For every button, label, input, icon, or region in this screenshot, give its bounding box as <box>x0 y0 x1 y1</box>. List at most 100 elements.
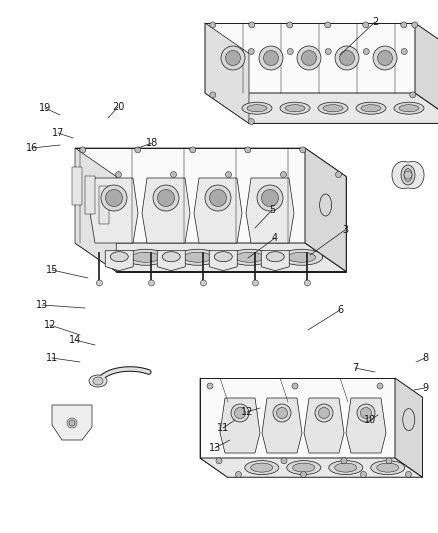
Polygon shape <box>415 23 438 124</box>
Polygon shape <box>90 178 138 243</box>
Circle shape <box>135 147 141 153</box>
Polygon shape <box>200 378 227 477</box>
Text: 5: 5 <box>269 205 275 215</box>
Text: 12: 12 <box>44 320 56 330</box>
Ellipse shape <box>335 46 359 70</box>
Ellipse shape <box>280 102 310 114</box>
Ellipse shape <box>378 51 392 66</box>
Circle shape <box>304 280 311 286</box>
Ellipse shape <box>371 461 405 474</box>
Circle shape <box>325 49 331 54</box>
Polygon shape <box>157 251 185 271</box>
Ellipse shape <box>335 463 357 472</box>
Circle shape <box>377 383 383 389</box>
Ellipse shape <box>276 408 287 418</box>
Ellipse shape <box>293 463 315 472</box>
Text: 12: 12 <box>241 407 253 417</box>
Text: 3: 3 <box>342 225 348 235</box>
Polygon shape <box>194 178 242 243</box>
Ellipse shape <box>226 51 240 66</box>
Ellipse shape <box>132 252 159 262</box>
Ellipse shape <box>377 463 399 472</box>
Ellipse shape <box>356 102 386 114</box>
Text: 16: 16 <box>26 143 38 153</box>
Ellipse shape <box>394 102 424 114</box>
Circle shape <box>410 92 416 98</box>
Ellipse shape <box>231 404 249 422</box>
Polygon shape <box>392 161 424 189</box>
Polygon shape <box>262 398 302 453</box>
Ellipse shape <box>361 104 381 112</box>
Ellipse shape <box>287 461 321 474</box>
Circle shape <box>116 172 121 177</box>
Polygon shape <box>71 167 81 205</box>
Circle shape <box>406 472 411 478</box>
Circle shape <box>287 49 293 54</box>
Text: 14: 14 <box>69 335 81 345</box>
Circle shape <box>300 147 306 153</box>
Polygon shape <box>220 398 260 453</box>
Ellipse shape <box>242 102 272 114</box>
Ellipse shape <box>318 408 329 418</box>
Text: 15: 15 <box>46 265 58 275</box>
Polygon shape <box>75 243 346 271</box>
Ellipse shape <box>245 461 279 474</box>
Polygon shape <box>200 458 423 477</box>
Text: 8: 8 <box>422 353 428 363</box>
Text: 7: 7 <box>352 363 358 373</box>
Ellipse shape <box>404 168 412 182</box>
Circle shape <box>248 49 254 54</box>
Ellipse shape <box>399 104 419 112</box>
Ellipse shape <box>329 461 363 474</box>
Polygon shape <box>395 378 423 477</box>
Circle shape <box>236 472 241 478</box>
Circle shape <box>336 172 342 177</box>
Circle shape <box>363 49 369 54</box>
Circle shape <box>325 22 331 28</box>
Text: 10: 10 <box>364 415 376 425</box>
Ellipse shape <box>339 51 354 66</box>
Ellipse shape <box>318 102 348 114</box>
Ellipse shape <box>236 252 264 262</box>
Ellipse shape <box>257 185 283 211</box>
Ellipse shape <box>229 249 271 265</box>
Ellipse shape <box>403 409 415 431</box>
Ellipse shape <box>360 408 371 418</box>
Polygon shape <box>209 251 237 271</box>
Polygon shape <box>305 148 346 271</box>
Polygon shape <box>304 398 344 453</box>
Circle shape <box>281 458 287 464</box>
Ellipse shape <box>288 252 316 262</box>
Text: 11: 11 <box>46 353 58 363</box>
Ellipse shape <box>101 185 127 211</box>
Circle shape <box>207 383 213 389</box>
Ellipse shape <box>93 377 103 385</box>
Circle shape <box>292 383 298 389</box>
Ellipse shape <box>323 104 343 112</box>
Ellipse shape <box>264 51 279 66</box>
Text: 6: 6 <box>337 305 343 315</box>
Circle shape <box>386 458 392 464</box>
Circle shape <box>363 22 369 28</box>
Ellipse shape <box>373 46 397 70</box>
Circle shape <box>404 171 412 179</box>
Ellipse shape <box>106 190 123 206</box>
Ellipse shape <box>261 190 279 206</box>
Ellipse shape <box>234 408 246 418</box>
Circle shape <box>67 418 77 428</box>
Circle shape <box>300 472 307 478</box>
Ellipse shape <box>89 375 107 387</box>
Ellipse shape <box>205 185 231 211</box>
Ellipse shape <box>320 194 332 216</box>
Circle shape <box>190 147 196 153</box>
Circle shape <box>170 172 177 177</box>
Circle shape <box>248 118 254 125</box>
Polygon shape <box>246 178 294 243</box>
Ellipse shape <box>315 404 333 422</box>
Circle shape <box>245 147 251 153</box>
Ellipse shape <box>177 249 219 265</box>
Circle shape <box>96 280 102 286</box>
Polygon shape <box>75 148 116 271</box>
Polygon shape <box>249 53 438 124</box>
Ellipse shape <box>297 46 321 70</box>
